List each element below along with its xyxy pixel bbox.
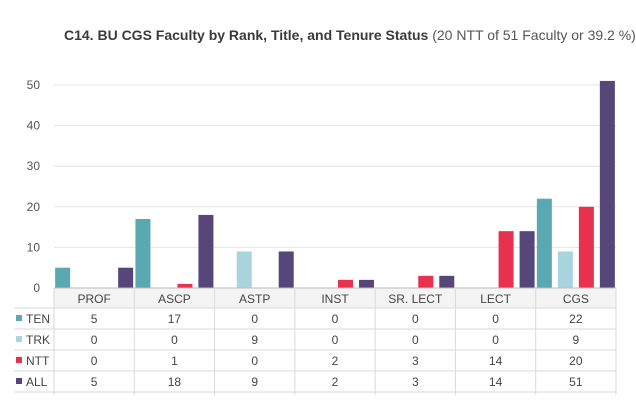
data-table-cell: 5: [91, 312, 98, 326]
chart-subtitle: (20 NTT of 51 Faculty or 39.2 %): [432, 27, 636, 43]
bar-ntt: [338, 279, 353, 288]
data-table-cell: 0: [492, 312, 499, 326]
legend-label-all: ALL: [26, 375, 48, 389]
legend-label-trk: TRK: [26, 333, 50, 347]
bar-ten: [55, 267, 71, 288]
data-table-cell: 22: [569, 312, 583, 326]
bar-all: [599, 80, 615, 288]
x-tick-label: SR. LECT: [388, 292, 443, 306]
x-tick-label: ASCP: [158, 292, 191, 306]
data-table-cell: 20: [569, 354, 583, 368]
y-tick-label: 10: [27, 240, 41, 254]
legend-swatch-all: [16, 378, 22, 384]
data-table-cell: 18: [168, 375, 182, 389]
data-table-cell: 2: [332, 354, 339, 368]
data-table-cell: 9: [251, 333, 258, 347]
y-tick-label: 20: [27, 200, 41, 214]
data-table-cell: 3: [412, 375, 419, 389]
y-tick-label: 30: [27, 159, 41, 173]
bar-all: [118, 267, 134, 288]
data-table-cell: 9: [251, 375, 258, 389]
legend-swatch-trk: [16, 336, 22, 342]
data-table-cell: 5: [91, 375, 98, 389]
data-table-cell: 51: [569, 375, 583, 389]
bar-all: [359, 279, 374, 288]
data-table-cell: 1: [171, 354, 178, 368]
data-table-cell: 0: [412, 312, 419, 326]
bar-ntt: [418, 275, 434, 288]
data-table-cell: 0: [251, 312, 258, 326]
bar-trk: [236, 251, 252, 288]
data-table-cell: 0: [91, 333, 98, 347]
bar-all: [439, 275, 455, 288]
data-table-cell: 2: [332, 375, 339, 389]
x-tick-label: INST: [321, 292, 349, 306]
bar-ntt: [578, 206, 594, 288]
bar-ten: [135, 218, 151, 288]
y-tick-label: 0: [33, 281, 40, 295]
x-tick-label: LECT: [480, 292, 511, 306]
bar-trk: [557, 251, 573, 288]
data-table-cell: 14: [489, 354, 503, 368]
data-table-cell: 0: [492, 333, 499, 347]
bar-all: [198, 214, 214, 288]
chart-title: C14. BU CGS Faculty by Rank, Title, and …: [64, 27, 429, 43]
bar-ten: [536, 198, 552, 288]
data-table-cell: 9: [573, 333, 580, 347]
data-table-cell: 0: [91, 354, 98, 368]
chart-title-line: C14. BU CGS Faculty by Rank, Title, and …: [64, 27, 636, 43]
data-table-cell: 0: [251, 354, 258, 368]
bar-ntt: [498, 231, 514, 288]
category-header-band: [54, 288, 616, 308]
y-tick-label: 50: [27, 78, 41, 92]
x-tick-label: CGS: [563, 292, 589, 306]
data-table-cell: 3: [412, 354, 419, 368]
data-table-cell: 0: [332, 312, 339, 326]
bar-all: [278, 251, 294, 288]
x-tick-label: ASTP: [239, 292, 270, 306]
bar-ntt: [177, 283, 193, 288]
data-table-cell: 0: [412, 333, 419, 347]
bar-all: [519, 231, 535, 288]
legend-swatch-ten: [16, 315, 22, 321]
data-table-cell: 14: [489, 375, 503, 389]
data-table-cell: 0: [171, 333, 178, 347]
legend-swatch-ntt: [16, 357, 22, 363]
data-table-cell: 0: [332, 333, 339, 347]
y-tick-label: 40: [27, 119, 41, 133]
x-tick-label: PROF: [77, 292, 110, 306]
legend-label-ten: TEN: [26, 312, 50, 326]
data-table-cell: 17: [168, 312, 182, 326]
legend-label-ntt: NTT: [26, 354, 50, 368]
